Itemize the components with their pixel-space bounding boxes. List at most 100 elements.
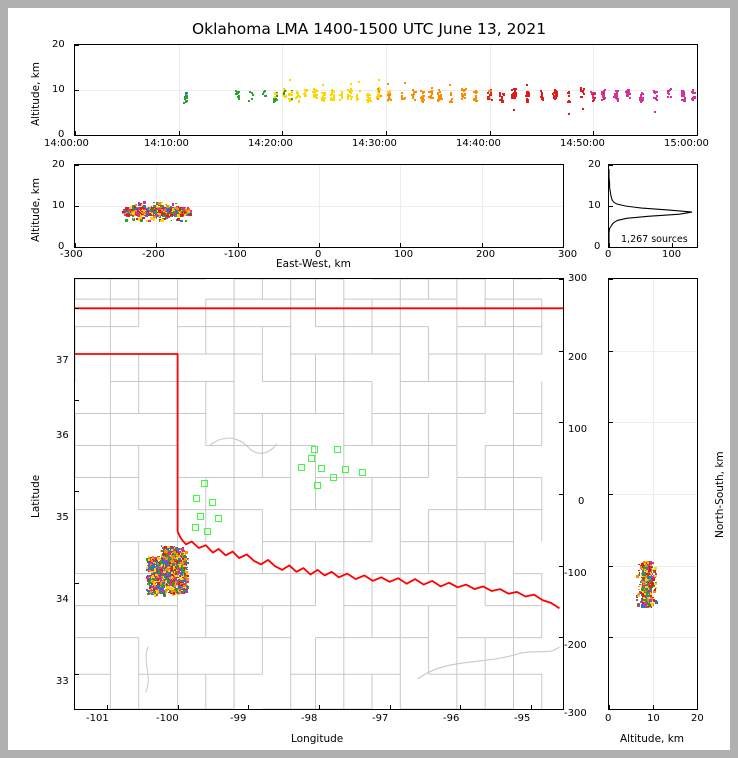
lma-source-point [149,590,152,594]
lma-source-point [653,89,656,92]
lma-source-point [341,96,344,99]
lma-source-point [378,92,381,95]
lma-source-point [553,96,556,99]
lma-source-point [190,212,192,215]
panel-time-vs-altitude[interactable] [74,44,698,136]
lma-source-point [177,552,180,556]
lma-source-point [181,546,184,549]
lma-source-point [581,95,584,98]
lma-station-marker[interactable] [200,480,208,488]
lma-source-point [171,203,175,206]
lma-source-point [183,555,186,557]
lma-station-marker[interactable] [297,463,305,471]
lma-source-point [555,92,558,95]
lma-source-point [475,91,477,94]
lma-source-point [637,592,641,596]
lma-source-point [641,567,644,570]
lma-source-point [171,580,174,583]
lma-source-point [184,208,188,212]
ns-xtick-0: 0 [605,713,612,724]
lma-station-marker[interactable] [359,468,367,476]
lma-source-point [654,110,657,113]
lma-source-point [324,94,327,97]
lma-source-point [593,98,596,101]
lma-source-point [263,94,266,97]
lma-source-point [185,551,188,554]
lma-station-marker[interactable] [215,515,223,523]
lma-station-marker[interactable] [203,528,211,535]
lma-source-point [321,91,324,94]
lma-source-point [349,88,352,91]
lma-source-point [159,568,163,572]
lma-source-point [683,100,686,103]
lma-source-point [389,99,392,102]
lma-source-point [152,577,155,581]
lma-source-point [641,563,644,566]
lma-source-point [649,563,653,567]
lma-source-point [164,552,167,555]
lma-station-marker[interactable] [314,482,322,490]
x-tickmark [563,243,564,247]
lma-source-point [366,94,369,97]
lma-station-marker[interactable] [193,495,201,503]
lma-source-point [314,92,317,95]
ns-ytick--200: -200 [564,640,587,651]
x-tickmark [319,705,320,709]
lma-source-point [489,89,492,92]
panel-altitude-histogram[interactable] [608,164,698,248]
lma-source-point [182,561,185,565]
lma-source-point [368,94,371,97]
lma-source-point [160,583,164,586]
x-tickmark [460,705,462,709]
lma-station-marker[interactable] [196,513,204,521]
lma-source-point [649,589,651,591]
lma-source-point [290,89,293,92]
lma-source-point [655,572,658,575]
panel-altitude-vs-north-south[interactable] [608,278,698,710]
lma-source-point [140,203,144,207]
lma-source-point [513,87,516,90]
lma-source-point [419,90,422,93]
lma-station-marker[interactable] [329,474,337,482]
lma-source-point [303,89,306,92]
lma-source-point [175,209,179,213]
panel-plan-view-map[interactable] [74,278,564,710]
lma-source-point [640,592,642,595]
gridline-alt-10 [653,279,654,709]
lma-station-marker[interactable] [342,465,350,473]
lma-station-marker[interactable] [209,498,217,506]
lma-source-point [146,214,149,217]
lma-source-point [681,93,684,96]
lma-source-point [185,566,188,569]
lma-source-point [349,92,352,95]
lma-source-point [173,574,176,577]
lma-source-point [512,93,515,96]
lma-source-point [499,98,502,101]
lma-source-point [185,580,189,583]
lma-source-point [177,585,181,588]
lma-source-point [514,87,517,90]
lma-source-point [498,91,501,94]
lma-source-point [654,587,657,590]
lma-source-point [153,208,155,211]
lma-source-point [641,576,644,579]
lma-source-point [155,587,158,591]
lma-source-point [274,93,277,96]
lma-station-marker[interactable] [318,464,326,472]
lma-station-marker[interactable] [308,454,316,462]
lma-station-marker[interactable] [192,524,200,532]
lma-source-point [464,88,467,91]
lma-source-point [160,576,164,579]
lma-source-point [187,214,189,217]
lma-source-point [177,575,180,577]
map-xtick--95: -95 [514,713,531,724]
lma-source-point [155,217,158,219]
time-panel-ylabel: Altitude, km [30,61,42,126]
lma-source-point [181,210,184,213]
lma-station-marker[interactable] [311,445,319,453]
lma-source-point [163,567,166,570]
map-ytick-35: 35 [56,512,69,523]
lma-source-point [150,556,153,559]
lma-station-marker[interactable] [333,445,341,453]
panel-east-west-vs-altitude[interactable] [74,164,564,248]
